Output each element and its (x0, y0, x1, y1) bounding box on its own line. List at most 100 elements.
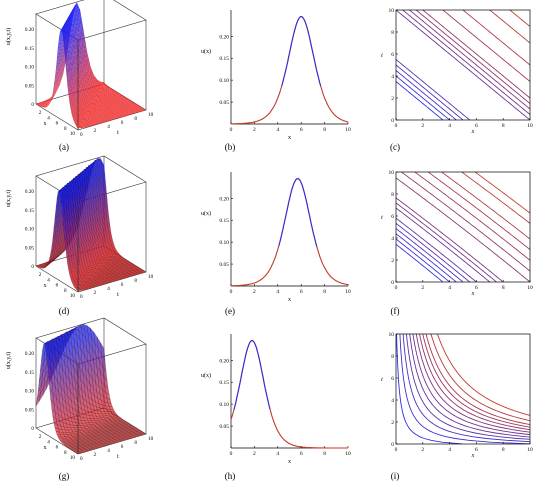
surface-patch (105, 93, 110, 95)
panel-caption: (c) (390, 142, 400, 152)
surface-patch (139, 108, 144, 110)
surface-patch (92, 88, 97, 93)
characteristic-line (409, 334, 530, 438)
surface-patch (79, 37, 85, 68)
x-tick-label: 8 (502, 447, 505, 453)
panel-caption: (h) (225, 471, 236, 481)
surface-patch (78, 124, 83, 126)
x-tick-label: 2 (253, 127, 256, 133)
surface-patch (131, 109, 137, 111)
surface-patch (70, 11, 75, 20)
surface-patch (90, 117, 95, 120)
surface-patch (107, 109, 112, 112)
surface-patch (84, 116, 89, 118)
t-tick-label: 2 (94, 128, 97, 134)
surface-patch (65, 62, 70, 93)
t-tick-label: 10 (148, 436, 154, 442)
x-tick-label: 6 (56, 121, 59, 127)
surface-patch (93, 86, 98, 91)
surface-patch (96, 92, 101, 94)
surface-patch (85, 100, 90, 104)
surface-patch (46, 100, 51, 103)
surface-patch (109, 111, 114, 113)
surface-patch (107, 119, 112, 121)
surface-patch (112, 91, 117, 93)
surface-patch (68, 95, 73, 112)
surface-patch (110, 89, 115, 92)
surface-patch (115, 105, 120, 108)
panel-caption: (e) (225, 306, 235, 316)
surface-patch (68, 83, 74, 105)
y-tick-label: 8 (391, 30, 394, 36)
z-axis-label: u(x,y,t) (5, 190, 12, 207)
surface-patch (106, 112, 111, 114)
surface-patch (63, 40, 68, 73)
surface-patch (88, 102, 94, 105)
surface-patch (73, 121, 79, 125)
surface-patch (57, 33, 62, 66)
surface-patch (72, 88, 77, 105)
surface-patch (108, 98, 113, 100)
surface-patch (87, 125, 92, 127)
surface-patch (122, 103, 127, 106)
surface-patch (100, 96, 106, 98)
surface-patch (89, 88, 95, 94)
surface-patch (122, 97, 128, 100)
surface-patch (125, 105, 130, 108)
surface-patch (57, 66, 62, 89)
surface-patch (71, 78, 76, 100)
surface-patch (43, 104, 48, 108)
surface-patch (73, 85, 79, 103)
surface-patch (101, 86, 106, 88)
surface-patch (72, 98, 77, 112)
surface-patch (82, 47, 87, 73)
surface-patch (95, 86, 101, 90)
surface-patch (103, 85, 109, 87)
surface-patch (96, 121, 101, 124)
surface-patch (82, 125, 88, 127)
t-tick-label: 4 (107, 448, 110, 454)
surface-patch (92, 119, 97, 121)
t-tick-label: 6 (121, 282, 124, 288)
characteristic-line (425, 334, 530, 426)
surface-patch (80, 84, 85, 98)
surface-patch (98, 94, 103, 96)
surface-patch (67, 72, 73, 99)
surface-patch (136, 106, 141, 108)
x-tick-label: 10 (527, 285, 533, 291)
surface-patch (109, 114, 114, 116)
y-tick-label: 0.20 (219, 358, 229, 364)
surface-patch (79, 118, 85, 121)
surface-patch (117, 109, 122, 112)
surface-patch (99, 120, 105, 123)
surface-patch (91, 118, 96, 120)
surface-patch (91, 72, 96, 82)
surface-patch (75, 19, 80, 52)
x-tick-label: 4 (47, 439, 50, 445)
surface-patch (77, 79, 83, 96)
surface-patch (94, 107, 99, 110)
surface-patch (85, 53, 91, 75)
panel-caption: (d) (59, 306, 70, 316)
surface-patch (79, 106, 84, 112)
surface-patch (119, 101, 124, 104)
surface-patch (127, 109, 132, 112)
surface-patch (68, 11, 73, 22)
characteristic-line (442, 10, 530, 83)
surface-patch (116, 109, 121, 111)
surface-patch (72, 24, 77, 57)
surface-patch (88, 106, 94, 108)
characteristic-line (430, 334, 530, 422)
characteristic-lines (396, 10, 530, 120)
surface-patch (102, 116, 107, 118)
characteristic-line (396, 10, 530, 120)
surface-patch (93, 123, 99, 125)
surface-patch (65, 35, 71, 68)
surface-patch (127, 113, 133, 115)
surface-patch (38, 103, 43, 106)
surface-patch (77, 67, 83, 89)
surface-patch (68, 21, 74, 49)
panel-b: 0 2 4 6 8 10 0.05 0.10 0.15 0.20 x u(x) (201, 10, 351, 141)
surface-patch (81, 116, 86, 118)
surface-patch (67, 33, 72, 66)
